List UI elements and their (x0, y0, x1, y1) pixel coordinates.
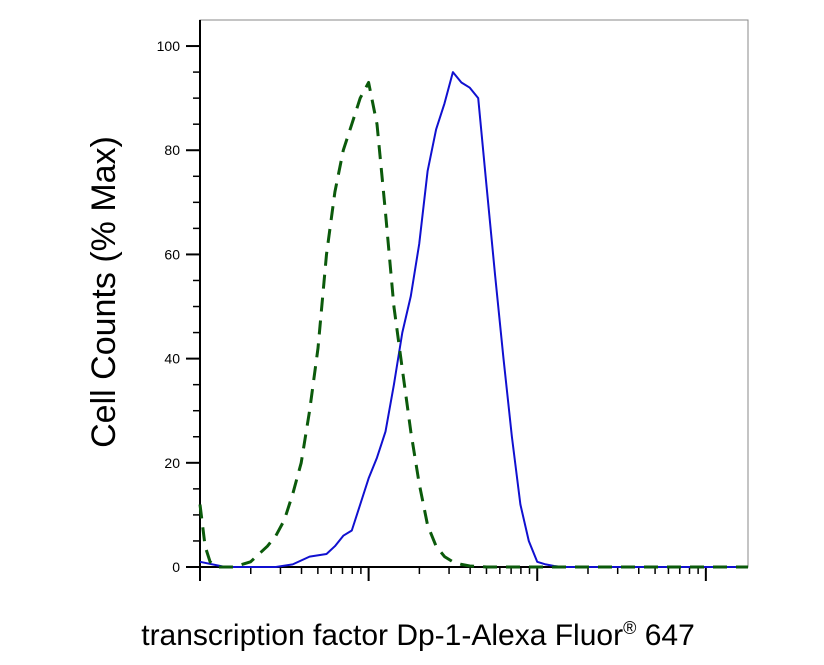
x-axis (199, 567, 707, 581)
stained-histogram-line (199, 71, 748, 568)
y-tick-label: 40 (164, 351, 180, 367)
y-tick-label: 0 (172, 559, 180, 575)
x-axis-title: transcription factor Dp-1-Alexa Fluor® 6… (141, 618, 695, 652)
y-axis-title: Cell Counts (% Max) (85, 136, 123, 448)
control-histogram-line (198, 81, 748, 569)
y-tick-label: 80 (164, 142, 180, 158)
x-axis-title-suffix: 647 (636, 619, 694, 652)
y-axis: 0 20 40 60 80 100 (157, 38, 200, 575)
series-layer (198, 71, 748, 569)
plot-border (199, 19, 749, 568)
plot-frame (194, 19, 749, 573)
y-tick-label: 60 (164, 246, 180, 262)
x-axis-title-main: transcription factor Dp-1-Alexa Fluor (141, 619, 623, 652)
x-axis-title-registered-mark: ® (623, 618, 636, 638)
y-tick-label: 100 (157, 38, 181, 54)
y-tick-label: 20 (164, 455, 180, 471)
